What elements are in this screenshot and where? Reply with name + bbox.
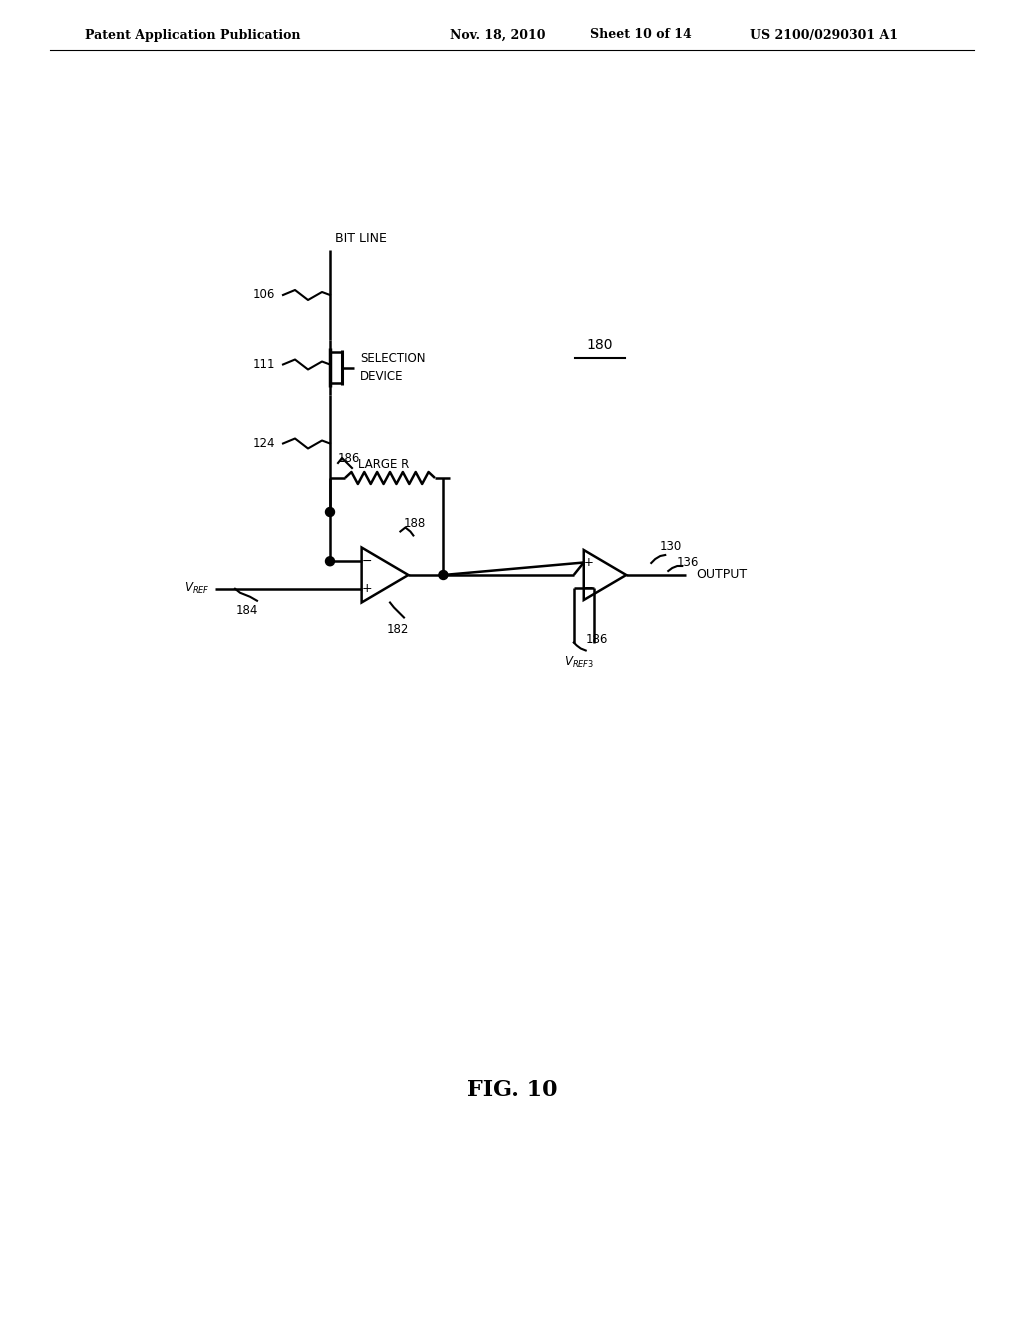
Text: OUTPUT: OUTPUT [696, 569, 748, 582]
Text: 182: 182 [387, 623, 410, 636]
Text: −: − [361, 554, 372, 568]
Circle shape [439, 570, 447, 579]
Text: Nov. 18, 2010: Nov. 18, 2010 [450, 29, 546, 41]
Text: BIT LINE: BIT LINE [335, 232, 387, 246]
Text: 186: 186 [338, 451, 360, 465]
Text: DEVICE: DEVICE [360, 370, 403, 383]
Text: LARGE R: LARGE R [358, 458, 410, 470]
Text: 130: 130 [659, 540, 682, 553]
Text: +: + [584, 556, 593, 569]
Text: $V_{REF3}$: $V_{REF3}$ [563, 655, 594, 669]
Text: +: + [361, 582, 372, 595]
Text: SELECTION: SELECTION [360, 352, 426, 366]
Circle shape [326, 507, 335, 516]
Text: 184: 184 [236, 605, 258, 618]
Text: 180: 180 [587, 338, 613, 352]
Text: 186: 186 [586, 634, 608, 645]
Text: FIG. 10: FIG. 10 [467, 1078, 557, 1101]
Text: 111: 111 [253, 358, 275, 371]
Text: 106: 106 [253, 289, 275, 301]
Text: Sheet 10 of 14: Sheet 10 of 14 [590, 29, 692, 41]
Text: $V_{REF}$: $V_{REF}$ [184, 581, 210, 597]
Text: 124: 124 [253, 437, 275, 450]
Text: −: − [584, 581, 593, 594]
Text: US 2100/0290301 A1: US 2100/0290301 A1 [750, 29, 898, 41]
Text: 136: 136 [676, 556, 698, 569]
Text: 188: 188 [403, 517, 426, 531]
Circle shape [326, 557, 335, 566]
Text: Patent Application Publication: Patent Application Publication [85, 29, 300, 41]
